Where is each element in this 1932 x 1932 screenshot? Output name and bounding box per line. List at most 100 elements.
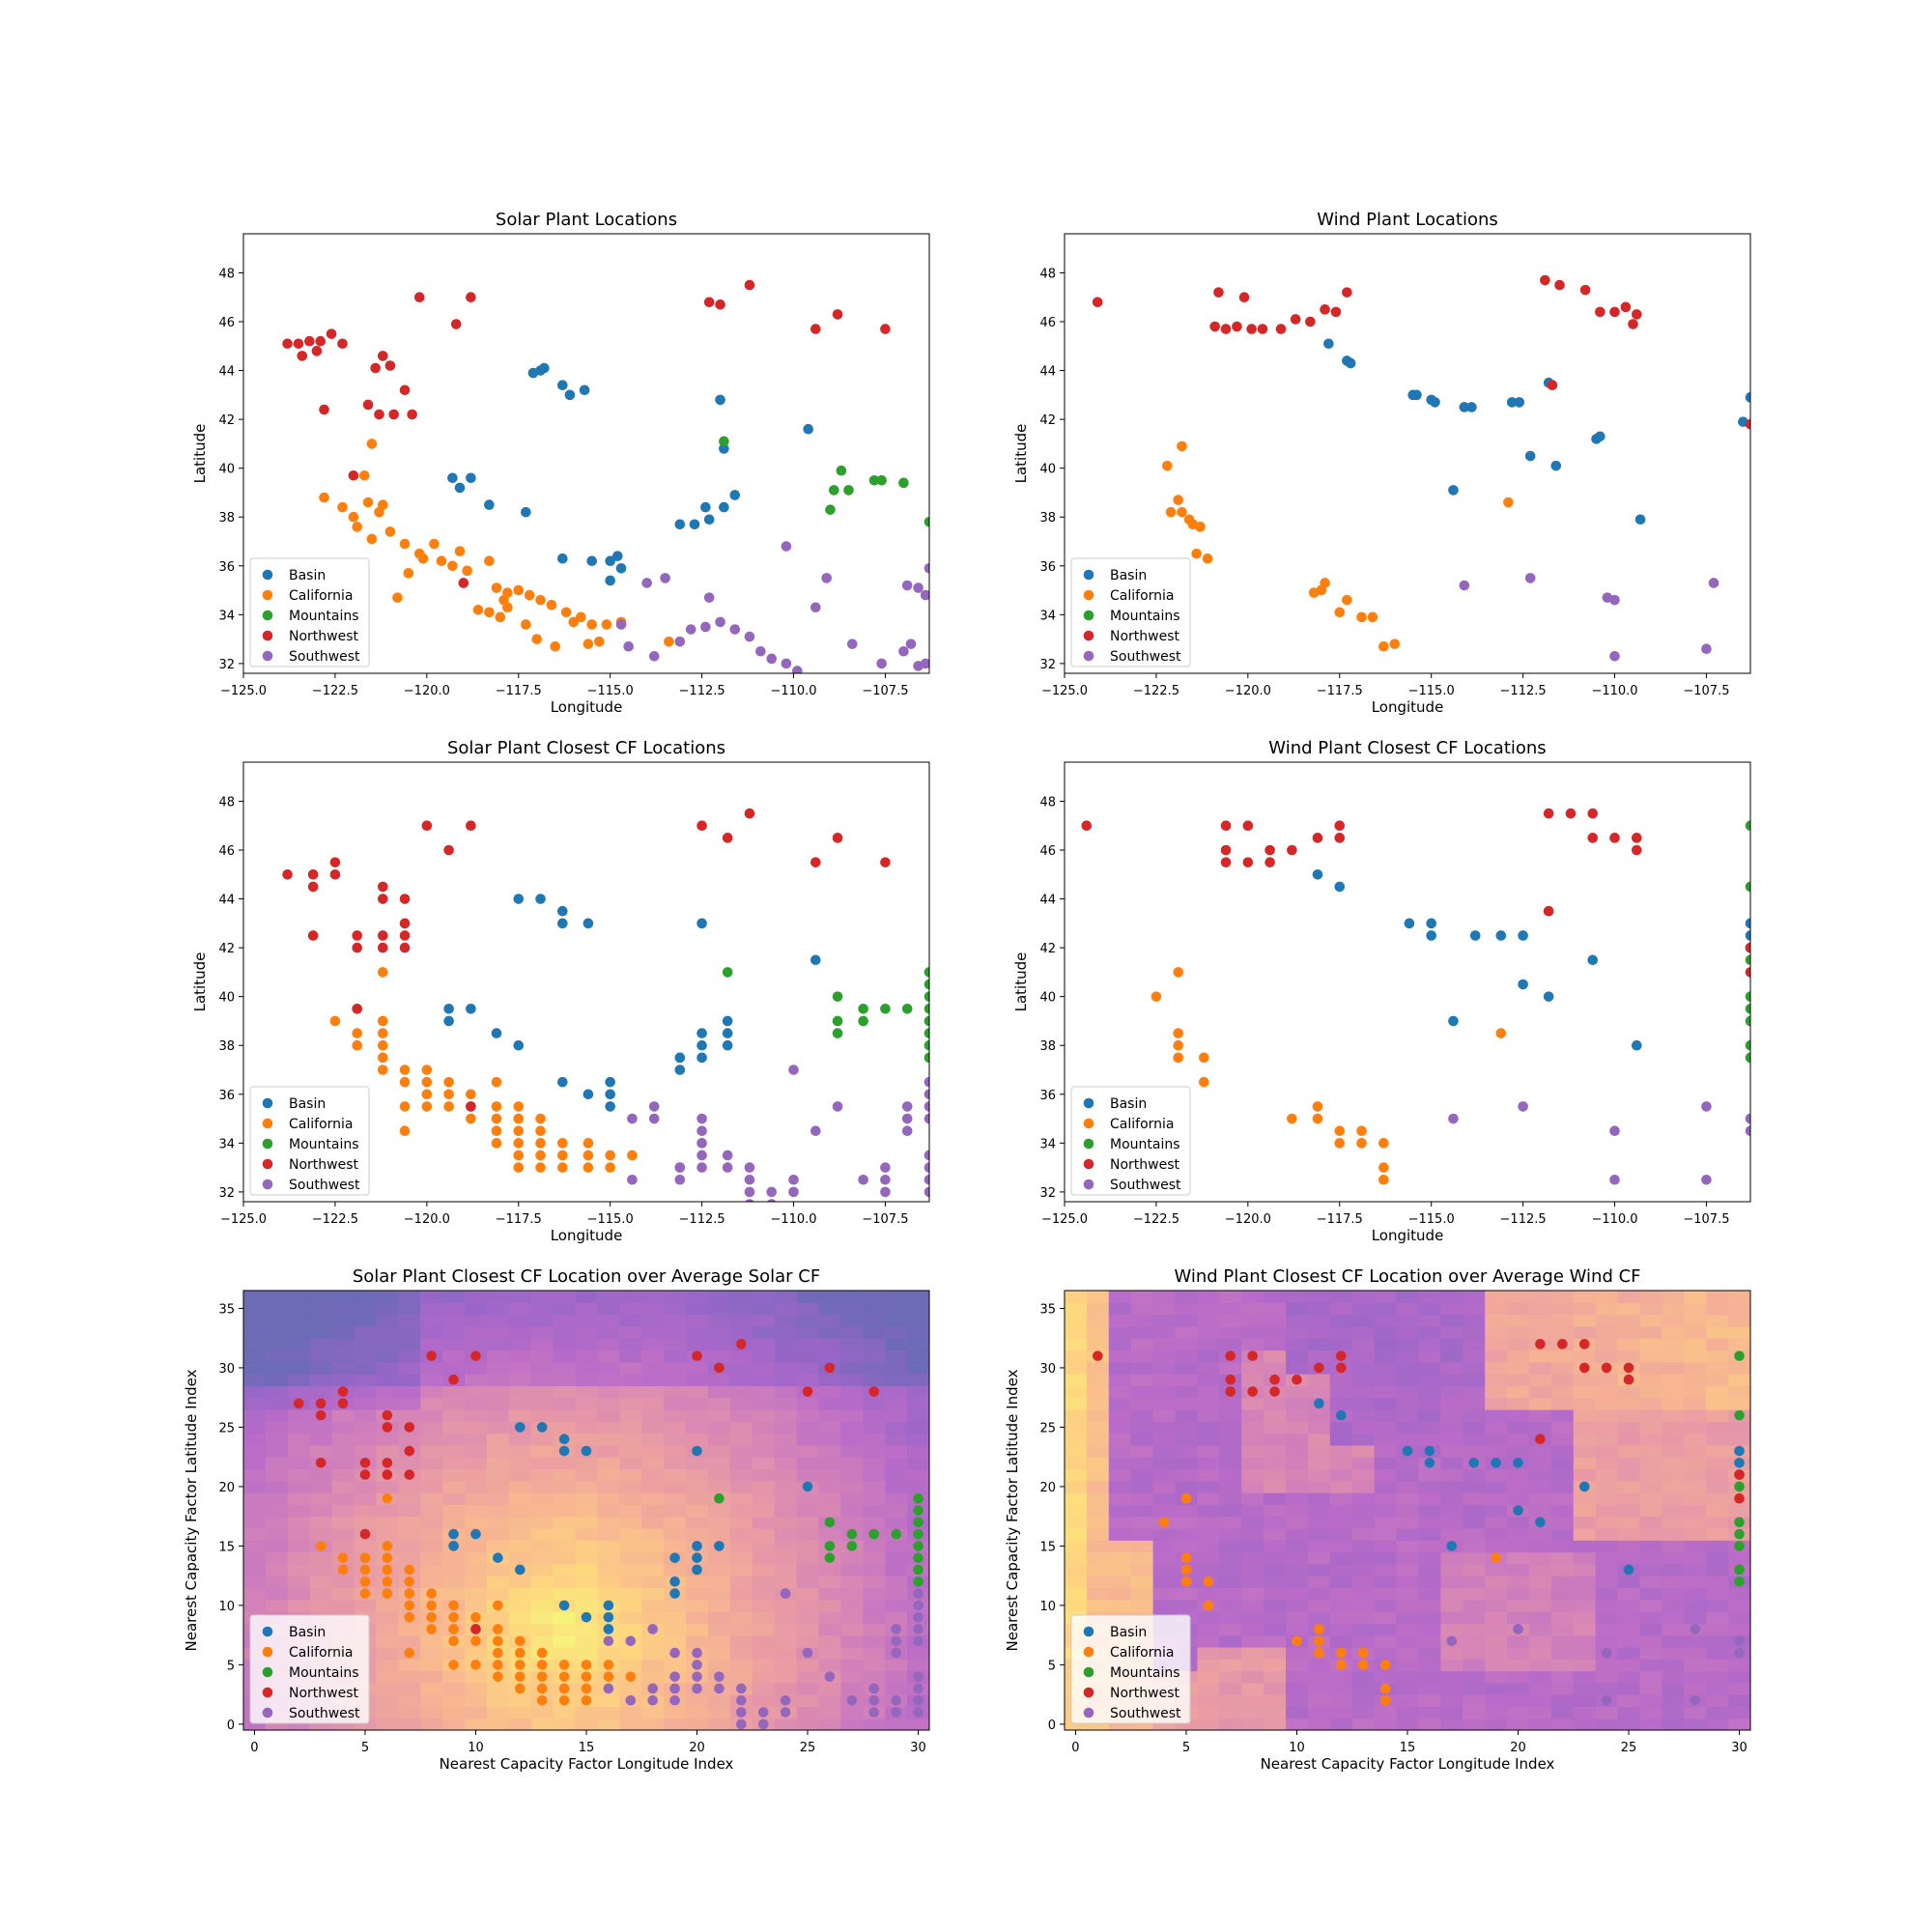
heatmap-cell bbox=[863, 1433, 886, 1446]
heatmap-cell bbox=[840, 1350, 864, 1363]
heatmap-cell bbox=[686, 1457, 709, 1470]
point-southwest bbox=[868, 1707, 880, 1718]
point-southwest bbox=[625, 1694, 637, 1706]
point-mountains bbox=[1745, 881, 1750, 893]
heatmap-cell bbox=[442, 1361, 466, 1375]
heatmap-cell bbox=[1307, 1480, 1331, 1493]
point-northwest bbox=[382, 1469, 393, 1480]
heatmap-cell bbox=[530, 1314, 554, 1327]
heatmap-cell bbox=[1108, 1527, 1132, 1541]
legend-label-basin: Basin bbox=[289, 1625, 326, 1640]
heatmap-cell bbox=[1550, 1611, 1575, 1624]
legend-marker-california bbox=[1083, 589, 1094, 601]
heatmap-cell bbox=[863, 1325, 886, 1339]
point-southwest bbox=[913, 1683, 923, 1694]
point-california bbox=[443, 1076, 454, 1088]
heatmap-cell bbox=[1351, 1682, 1376, 1695]
heatmap-cell bbox=[818, 1338, 841, 1351]
legend-label-southwest: Southwest bbox=[289, 1706, 360, 1721]
point-basin bbox=[443, 1015, 454, 1027]
point-northwest bbox=[1242, 857, 1254, 867]
heatmap-cell bbox=[1374, 1444, 1398, 1458]
point-basin bbox=[491, 1028, 502, 1038]
heatmap-cell bbox=[1351, 1611, 1376, 1624]
heatmap-cell bbox=[376, 1611, 399, 1624]
heatmap-cell bbox=[1507, 1468, 1530, 1482]
heatmap-cell bbox=[1065, 1361, 1088, 1375]
heatmap-cell bbox=[796, 1421, 820, 1435]
heatmap-cell bbox=[1595, 1325, 1619, 1339]
heatmap-cell bbox=[1241, 1706, 1264, 1719]
heatmap-cell bbox=[1329, 1291, 1353, 1303]
heatmap-cell bbox=[1639, 1634, 1662, 1648]
heatmap-cell bbox=[354, 1480, 378, 1493]
point-basin bbox=[454, 482, 466, 494]
heatmap-cell bbox=[664, 1659, 687, 1672]
legend: BasinCaliforniaMountainsNorthwestSouthwe… bbox=[1070, 1614, 1191, 1724]
point-california bbox=[1357, 1660, 1369, 1670]
heatmap-cell bbox=[1175, 1385, 1199, 1399]
heatmap-cell bbox=[774, 1540, 798, 1553]
heatmap-cell bbox=[641, 1338, 665, 1351]
heatmap-cell bbox=[796, 1516, 820, 1529]
heatmap-cell bbox=[863, 1623, 886, 1636]
heatmap-cell bbox=[1286, 1468, 1309, 1482]
heatmap-cell bbox=[1662, 1492, 1685, 1505]
heatmap-cell bbox=[1485, 1361, 1508, 1375]
point-southwest bbox=[923, 1186, 929, 1198]
point-basin bbox=[579, 384, 590, 396]
point-southwest bbox=[696, 1150, 707, 1161]
heatmap-cell bbox=[1528, 1611, 1552, 1624]
point-california bbox=[491, 1113, 502, 1124]
heatmap-cell bbox=[796, 1527, 820, 1541]
point-california bbox=[404, 1611, 415, 1623]
heatmap-cell bbox=[1108, 1563, 1132, 1577]
heatmap-cell bbox=[1108, 1504, 1132, 1518]
heatmap-cell bbox=[1485, 1646, 1508, 1660]
point-southwest bbox=[1459, 580, 1470, 591]
heatmap-cell bbox=[774, 1623, 798, 1636]
heatmap-cell bbox=[774, 1421, 798, 1435]
point-southwest bbox=[923, 1089, 929, 1100]
heatmap-cell bbox=[729, 1551, 753, 1565]
legend-marker-basin bbox=[262, 1626, 273, 1637]
heatmap-cell bbox=[1152, 1468, 1177, 1482]
point-california bbox=[429, 538, 440, 550]
heatmap-cell bbox=[1706, 1634, 1729, 1648]
point-southwest bbox=[692, 1660, 702, 1670]
heatmap-cell bbox=[1286, 1694, 1309, 1708]
heatmap-cell bbox=[1197, 1634, 1220, 1648]
heatmap-cell bbox=[575, 1551, 599, 1565]
heatmap-cell bbox=[729, 1623, 753, 1636]
heatmap-cell bbox=[597, 1480, 620, 1493]
point-california bbox=[1195, 522, 1206, 532]
heatmap-cell bbox=[1528, 1587, 1552, 1601]
heatmap-cell bbox=[641, 1408, 665, 1422]
heatmap-cell bbox=[1507, 1563, 1530, 1577]
heatmap-cell bbox=[1728, 1338, 1750, 1351]
heatmap-cell bbox=[1307, 1694, 1331, 1708]
heatmap-cell bbox=[774, 1408, 798, 1422]
heatmap-cell bbox=[530, 1444, 554, 1458]
point-northwest bbox=[1232, 321, 1242, 332]
point-california bbox=[399, 1076, 411, 1088]
heatmap-cell bbox=[1351, 1634, 1376, 1648]
point-basin bbox=[692, 1552, 702, 1563]
heatmap-cell bbox=[575, 1338, 599, 1351]
point-basin bbox=[719, 501, 729, 513]
point-northwest bbox=[1543, 905, 1554, 917]
heatmap-cell bbox=[818, 1682, 841, 1695]
heatmap-cell bbox=[1086, 1576, 1110, 1589]
point-northwest bbox=[1628, 319, 1638, 329]
y-tick-label: 42 bbox=[218, 413, 235, 428]
point-southwest bbox=[648, 1113, 660, 1124]
heatmap-cell bbox=[1219, 1421, 1242, 1435]
x-tick-label: −115.0 bbox=[1408, 684, 1455, 698]
heatmap-cell bbox=[664, 1527, 687, 1541]
point-california bbox=[403, 568, 414, 579]
point-northwest bbox=[1246, 324, 1257, 334]
heatmap-cell bbox=[1684, 1718, 1707, 1730]
heatmap-cell bbox=[420, 1706, 443, 1719]
point-california bbox=[1203, 1600, 1214, 1611]
heatmap-cell bbox=[1684, 1706, 1707, 1719]
